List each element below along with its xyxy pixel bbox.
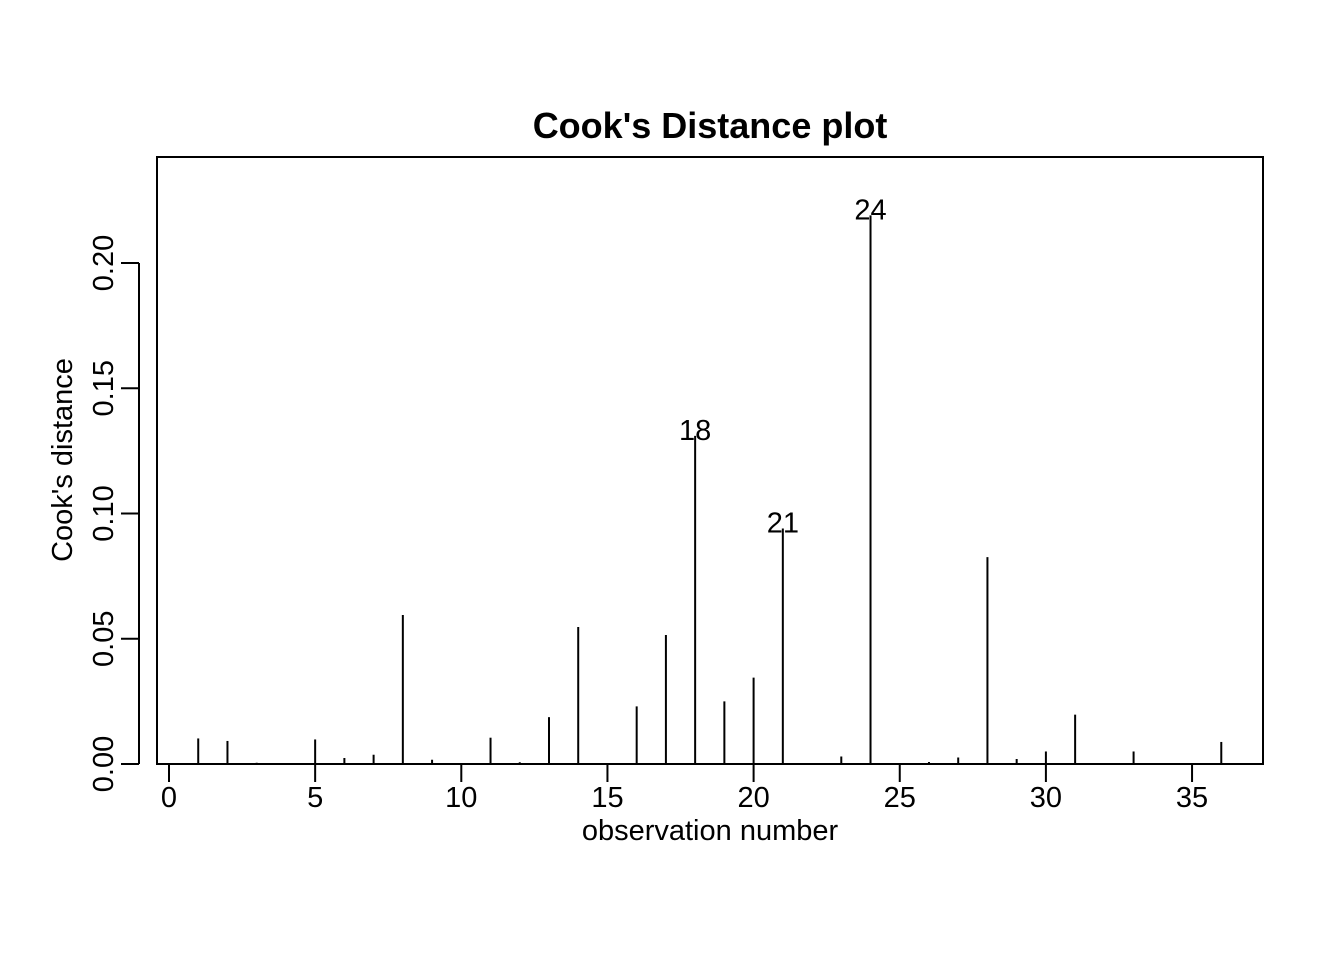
x-tick-label-5: 5 bbox=[307, 782, 323, 814]
point-label-24: 24 bbox=[854, 194, 886, 226]
y-tick-label-4: 0.20 bbox=[88, 235, 120, 291]
annotations-group: 18 21 24 bbox=[679, 194, 887, 539]
bars-group bbox=[197, 215, 1223, 764]
point-label-18: 18 bbox=[679, 415, 711, 447]
x-tick-label-30: 30 bbox=[1030, 782, 1062, 814]
x-tick-label-20: 20 bbox=[737, 782, 769, 814]
x-axis: 0 5 10 15 20 25 30 35 bbox=[161, 763, 1208, 814]
y-tick-label-3: 0.15 bbox=[88, 360, 120, 416]
y-tick-label-2: 0.10 bbox=[88, 485, 120, 541]
x-axis-label: observation number bbox=[582, 815, 839, 847]
x-tick-label-35: 35 bbox=[1176, 782, 1208, 814]
plot-frame bbox=[156, 156, 1264, 765]
y-axis-label: Cook's distance bbox=[47, 358, 79, 562]
y-tick-label-0: 0.00 bbox=[88, 736, 120, 792]
x-tick-label-15: 15 bbox=[591, 782, 623, 814]
y-axis: 0.00 0.05 0.10 0.15 0.20 bbox=[88, 235, 140, 792]
x-tick-label-10: 10 bbox=[445, 782, 477, 814]
y-tick-label-1: 0.05 bbox=[88, 611, 120, 667]
x-tick-label-25: 25 bbox=[884, 782, 916, 814]
chart-title: Cook's Distance plot bbox=[533, 105, 888, 146]
point-label-21: 21 bbox=[767, 508, 799, 540]
x-tick-label-0: 0 bbox=[161, 782, 177, 814]
